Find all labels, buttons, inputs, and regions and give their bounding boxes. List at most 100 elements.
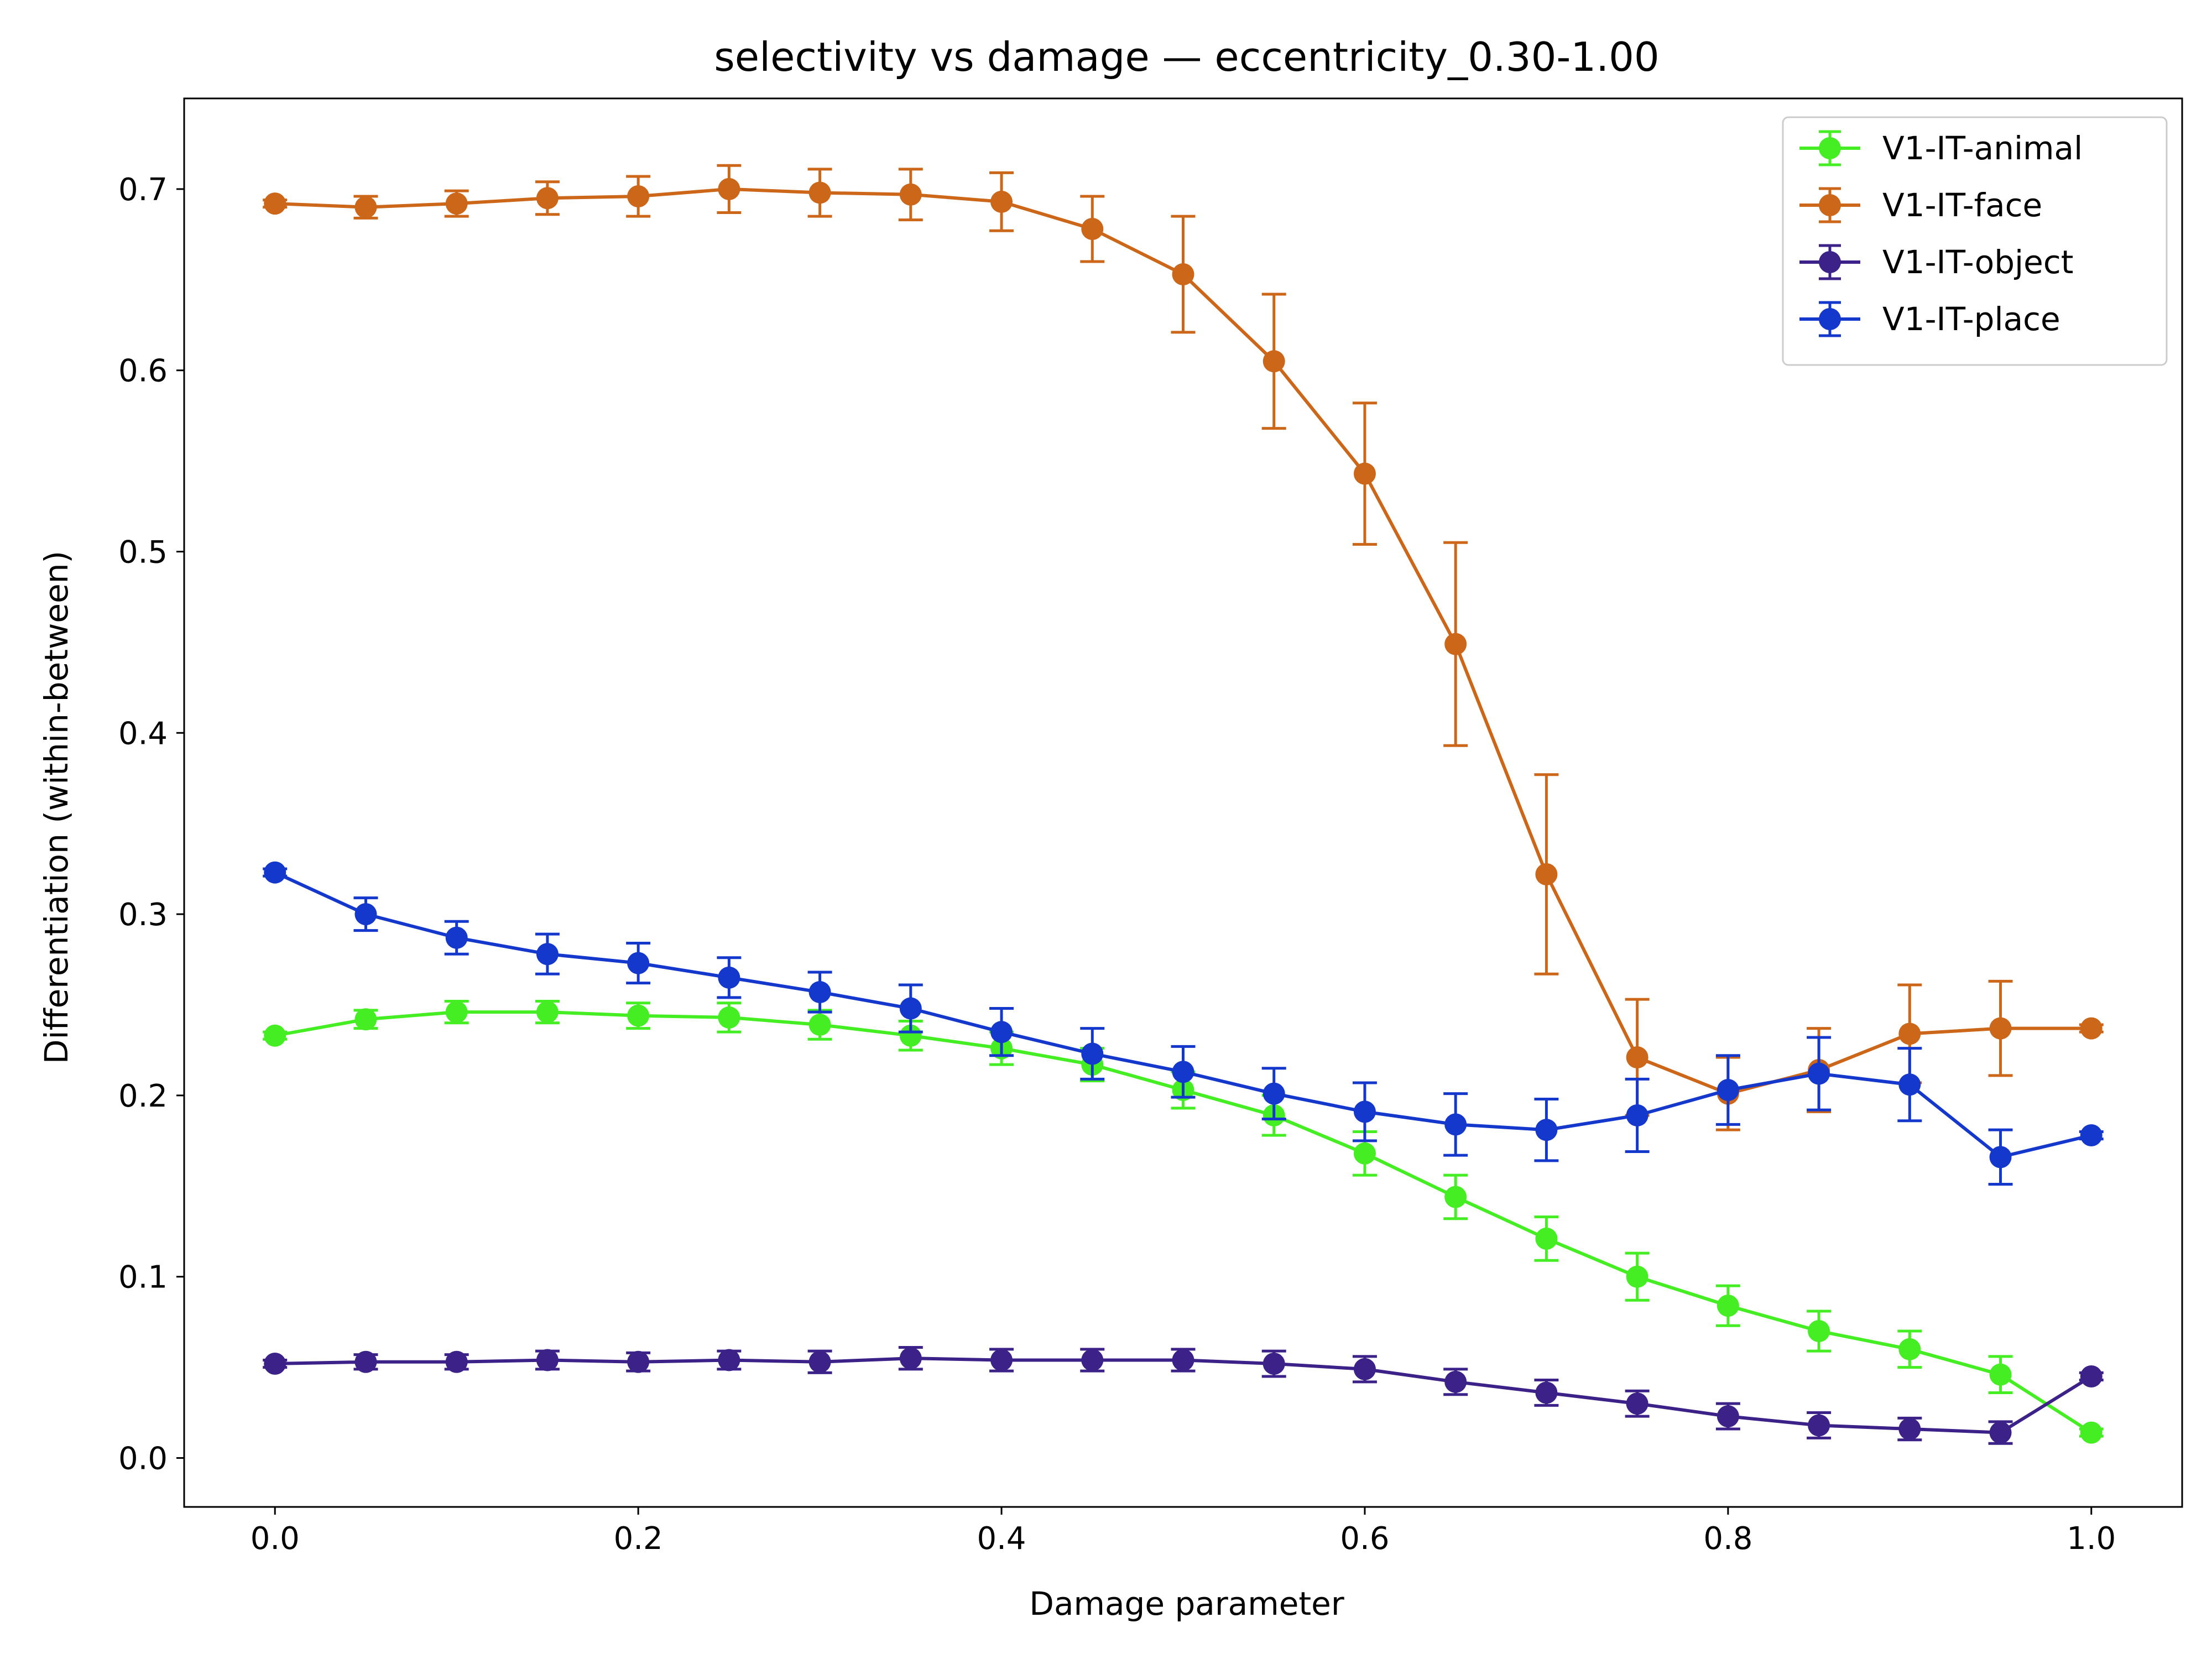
data-point xyxy=(2080,1124,2103,1147)
data-point xyxy=(1989,1363,2012,1386)
x-tick-label: 0.8 xyxy=(1703,1521,1752,1557)
y-axis-label: Differentiation (within-between) xyxy=(38,551,75,1064)
axes-frame xyxy=(183,97,2183,1508)
data-point xyxy=(536,943,559,966)
legend-label: V1-IT-animal xyxy=(1882,129,2083,167)
data-point xyxy=(1626,1392,1648,1415)
data-point xyxy=(1989,1017,2012,1040)
data-point xyxy=(1444,1370,1467,1393)
data-point xyxy=(990,1349,1013,1371)
data-point xyxy=(1626,1104,1648,1126)
data-point xyxy=(1444,1113,1467,1136)
data-point xyxy=(1898,1022,1921,1045)
data-point xyxy=(1626,1046,1648,1069)
data-point xyxy=(1081,1349,1104,1371)
legend-label: V1-IT-place xyxy=(1882,300,2060,338)
legend-marker xyxy=(1819,194,1841,216)
data-point xyxy=(354,1008,377,1031)
data-point xyxy=(1262,350,1285,373)
y-tick-label: 0.4 xyxy=(118,716,168,752)
legend-marker xyxy=(1819,251,1841,273)
data-point xyxy=(1808,1062,1830,1085)
data-point xyxy=(1808,1414,1830,1437)
legend: V1-IT-animal V1-IT-face V1-IT-object V1-IT-… xyxy=(1782,116,2168,366)
x-tick-label: 1.0 xyxy=(2067,1521,2116,1557)
data-point xyxy=(718,1006,740,1029)
data-point xyxy=(264,1024,286,1047)
data-point xyxy=(1353,1100,1376,1123)
data-point xyxy=(1081,1042,1104,1065)
data-point xyxy=(899,1347,922,1370)
data-point xyxy=(899,997,922,1020)
data-point xyxy=(264,1353,286,1375)
x-axis-label: Damage parameter xyxy=(1029,1585,1344,1623)
data-point xyxy=(264,192,286,215)
chart-title: selectivity vs damage — eccentricity_0.3… xyxy=(714,34,1659,80)
data-point xyxy=(264,861,286,884)
y-tick-label: 0.6 xyxy=(118,353,168,389)
data-point xyxy=(1989,1421,2012,1444)
data-point xyxy=(1172,1061,1194,1083)
data-point xyxy=(1353,1142,1376,1165)
data-point xyxy=(718,966,740,989)
x-tick-label: 0.0 xyxy=(251,1521,300,1557)
data-point xyxy=(1444,1186,1467,1208)
data-point xyxy=(718,1349,740,1371)
data-point xyxy=(1717,1295,1739,1317)
x-tick-label: 0.4 xyxy=(977,1521,1026,1557)
x-tick-label: 0.2 xyxy=(614,1521,663,1557)
data-point xyxy=(1535,863,1558,885)
data-point xyxy=(1172,1349,1194,1371)
data-point xyxy=(1989,1146,2012,1168)
data-point xyxy=(899,183,922,206)
legend-label: V1-IT-face xyxy=(1882,186,2042,224)
data-point xyxy=(1898,1338,1921,1360)
data-point xyxy=(1353,1358,1376,1380)
data-point xyxy=(1535,1119,1558,1141)
plot-area: 0.0 0.2 0.4 0.6 0.8 1.0 0.0 0.1 0.2 0.3 0.4 0.5 0.6 0… xyxy=(118,97,2183,1557)
legend-box xyxy=(1782,116,2168,366)
y-tick-label: 0.2 xyxy=(118,1078,168,1114)
data-point xyxy=(354,196,377,218)
data-point xyxy=(2080,1421,2103,1444)
data-point xyxy=(536,1349,559,1371)
x-tick-label: 0.6 xyxy=(1340,1521,1389,1557)
y-tick-label: 0.5 xyxy=(118,534,168,570)
data-point xyxy=(808,1350,831,1373)
data-point xyxy=(2080,1365,2103,1387)
data-point xyxy=(1535,1381,1558,1404)
data-point xyxy=(718,178,740,200)
data-point xyxy=(445,192,468,215)
data-point xyxy=(1717,1079,1739,1102)
data-point xyxy=(1444,633,1467,655)
data-point xyxy=(445,1350,468,1373)
data-point xyxy=(1808,1320,1830,1343)
data-point xyxy=(899,1024,922,1047)
legend-label: V1-IT-object xyxy=(1882,243,2073,281)
data-point xyxy=(1172,263,1194,285)
data-point xyxy=(1081,218,1104,241)
data-point xyxy=(990,190,1013,213)
data-point xyxy=(445,1001,468,1024)
data-point xyxy=(990,1021,1013,1044)
data-point xyxy=(445,926,468,949)
data-point xyxy=(1262,1353,1285,1375)
data-point xyxy=(1898,1073,1921,1096)
y-tick-label: 0.7 xyxy=(118,172,168,208)
data-point xyxy=(808,981,831,1004)
data-point xyxy=(536,187,559,210)
data-point xyxy=(1262,1082,1285,1105)
data-point xyxy=(1898,1418,1921,1441)
data-point xyxy=(354,903,377,926)
y-tick-label: 0.1 xyxy=(118,1260,168,1296)
data-point xyxy=(627,1004,650,1027)
y-tick-label: 0.0 xyxy=(118,1441,168,1477)
data-point xyxy=(808,181,831,204)
data-point xyxy=(354,1350,377,1373)
legend-marker xyxy=(1819,308,1841,330)
data-point xyxy=(627,185,650,208)
series-v1-it-place xyxy=(263,861,2104,1186)
data-point xyxy=(627,1350,650,1373)
data-point xyxy=(1353,462,1376,485)
